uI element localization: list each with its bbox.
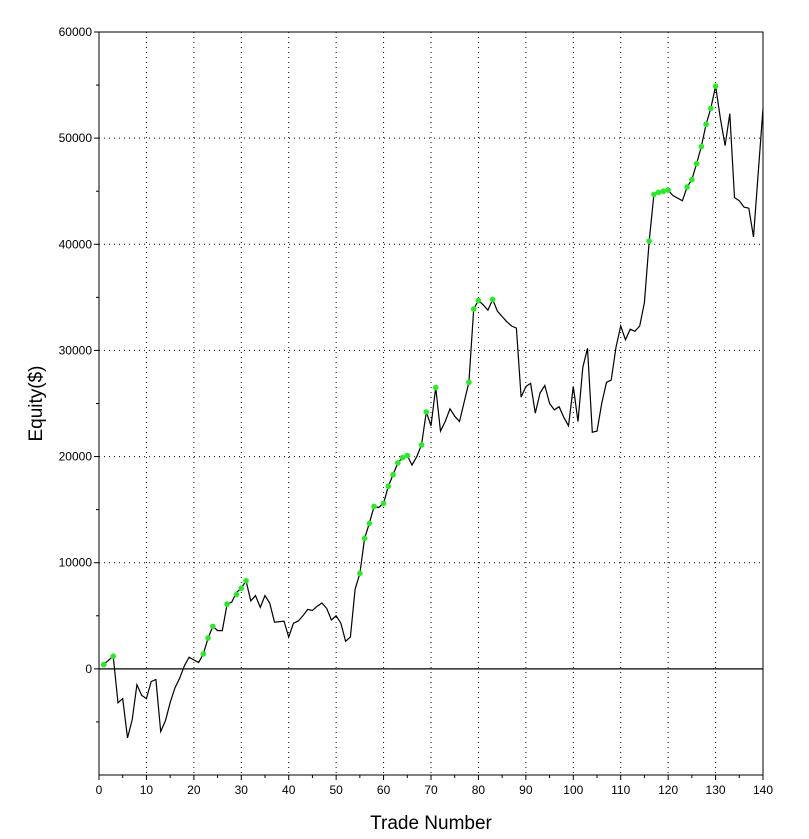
y-axis-title: Equity($): [26, 365, 47, 441]
x-tick-label: 130: [706, 783, 726, 797]
equity-high-marker: [703, 121, 709, 128]
equity-high-marker: [404, 452, 411, 459]
equity-high-marker: [233, 591, 240, 598]
equity-high-marker: [689, 176, 695, 183]
equity-line: [103, 85, 764, 739]
equity-high-marker: [466, 379, 472, 386]
y-axis: 60000 50000 40000 30000 20000 10000 0: [59, 25, 99, 723]
x-tick-label: 0: [96, 783, 103, 797]
grid-lines: [99, 32, 763, 775]
equity-high-marker: [361, 535, 368, 542]
x-tick-label: 140: [753, 783, 773, 797]
x-axis-title: Trade Number: [370, 813, 492, 834]
equity-high-marker: [432, 384, 439, 391]
x-axis: 0 10 20 30 40 50 60 70 80 90 100 110 120 130 140: [96, 775, 773, 797]
equity-high-marker: [489, 296, 496, 303]
equity-high-marker: [399, 454, 406, 461]
equity-high-marker: [698, 143, 705, 150]
equity-high-marker: [205, 635, 211, 641]
x-tick-label: 120: [658, 783, 678, 797]
new-high-markers: [100, 83, 719, 668]
equity-high-marker: [366, 520, 373, 527]
equity-high-marker: [470, 306, 477, 312]
y-tick-label: 60000: [59, 25, 93, 39]
equity-high-marker: [646, 238, 652, 244]
equity-high-marker: [238, 585, 245, 591]
x-tick-label: 10: [140, 783, 154, 797]
equity-high-marker: [712, 83, 719, 89]
x-tick-label: 40: [282, 783, 296, 797]
x-tick-label: 80: [472, 783, 486, 797]
equity-high-marker: [390, 471, 396, 478]
x-tick-label: 30: [235, 783, 249, 797]
equity-high-marker: [210, 623, 216, 630]
x-tick-label: 50: [329, 783, 343, 797]
equity-high-marker: [100, 661, 107, 668]
equity-high-marker: [708, 105, 714, 112]
equity-series: [103, 85, 764, 739]
equity-high-marker: [385, 483, 392, 490]
equity-high-marker: [418, 442, 425, 448]
equity-high-marker: [371, 503, 377, 510]
y-tick-label: 20000: [59, 450, 93, 464]
equity-high-marker: [357, 570, 363, 577]
equity-high-marker: [200, 651, 207, 657]
equity-high-marker: [395, 460, 401, 466]
x-tick-label: 60: [377, 783, 391, 797]
equity-high-marker: [665, 187, 671, 193]
equity-high-marker: [243, 577, 249, 584]
equity-high-marker: [224, 601, 230, 607]
y-tick-label: 50000: [59, 131, 93, 145]
y-tick-label: 10000: [59, 556, 93, 570]
equity-high-marker: [475, 297, 482, 304]
equity-high-marker: [684, 184, 690, 190]
equity-high-marker: [693, 160, 700, 167]
x-tick-label: 90: [519, 783, 533, 797]
x-tick-label: 100: [563, 783, 583, 797]
equity-high-marker: [110, 653, 117, 659]
equity-high-marker: [423, 409, 430, 415]
equity-high-marker: [655, 189, 662, 196]
x-tick-label: 110: [611, 783, 630, 797]
equity-high-marker: [380, 500, 387, 507]
y-tick-label: 0: [85, 662, 92, 676]
equity-high-marker: [651, 191, 657, 198]
y-tick-label: 40000: [59, 237, 93, 251]
equity-high-marker: [660, 188, 667, 195]
x-tick-label: 20: [187, 783, 201, 797]
x-tick-label: 70: [424, 783, 438, 797]
y-tick-label: 30000: [59, 343, 93, 357]
